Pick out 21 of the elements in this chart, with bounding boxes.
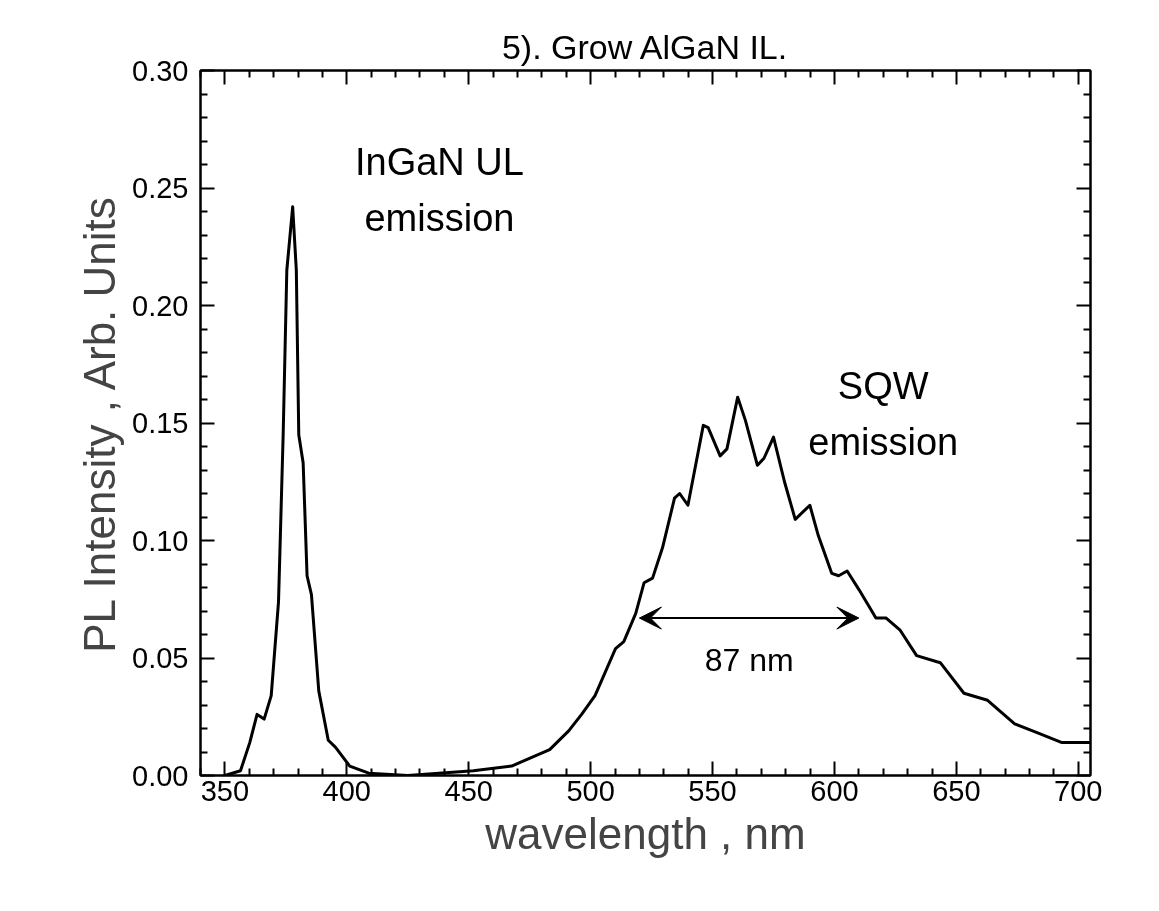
x-tick-label: 650 bbox=[932, 774, 981, 807]
x-tick-label: 450 bbox=[444, 774, 493, 807]
x-tick-label: 550 bbox=[688, 774, 737, 807]
x-axis-title: wavelength , nm bbox=[484, 808, 806, 858]
annotation: SQW emission bbox=[808, 364, 959, 463]
y-tick-label: 0.20 bbox=[132, 289, 189, 322]
y-tick-label: 0.05 bbox=[132, 642, 189, 674]
y-axis-title: PL Intensity , Arb. Units bbox=[75, 197, 125, 653]
y-tick-label: 0.15 bbox=[132, 407, 189, 439]
y-tick-label: 0.10 bbox=[132, 524, 189, 557]
y-tick-label: 0.25 bbox=[132, 172, 189, 204]
chart-title: 5). Grow AlGaN IL. bbox=[501, 27, 788, 66]
annotation: 87 nm bbox=[704, 642, 794, 679]
x-tick-label: 350 bbox=[200, 774, 250, 807]
y-tick-label: 0.30 bbox=[132, 54, 189, 87]
x-tick-label: 400 bbox=[322, 774, 371, 807]
x-tick-label: 500 bbox=[566, 774, 615, 807]
x-tick-label: 600 bbox=[810, 774, 859, 807]
annotation: InGaN UL emission bbox=[354, 141, 524, 240]
y-tick-label: 0.00 bbox=[132, 759, 189, 792]
x-tick-label: 700 bbox=[1054, 774, 1103, 807]
